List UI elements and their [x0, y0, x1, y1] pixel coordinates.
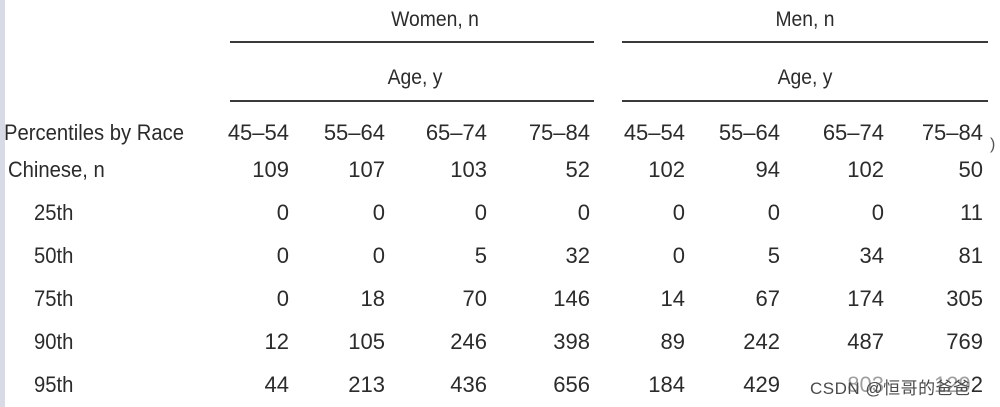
table-cell: 107 [348, 157, 385, 182]
women-age-rule [230, 100, 594, 102]
table-cell: 102 [648, 157, 685, 182]
table-cell: 44 [264, 372, 289, 397]
table-cell: 52 [565, 157, 590, 182]
table-cell: 32 [565, 243, 590, 268]
row-label: 50th [34, 243, 74, 268]
women-age-header: Age, y [387, 66, 443, 89]
table-cell: 70 [462, 286, 487, 311]
row-label: Chinese, n [8, 157, 105, 182]
table-cell: 398 [553, 329, 590, 354]
table-cell: 109 [252, 157, 289, 182]
row-label: 95th [34, 372, 74, 397]
table-cell: 436 [450, 372, 487, 397]
table-cell: 81 [958, 243, 983, 268]
table-cell: 18 [360, 286, 385, 311]
table-cell: 67 [755, 286, 780, 311]
table-cell: 0 [276, 243, 289, 268]
table-cell: 0 [672, 243, 685, 268]
table-cell: 146 [553, 286, 590, 311]
table-cell: 94 [755, 157, 780, 182]
age-column-header: 45–54 [227, 120, 289, 145]
table-cell: 242 [743, 329, 780, 354]
table-cell: 184 [648, 372, 685, 397]
age-column-header: 45–54 [623, 120, 685, 145]
age-column-header: 55–64 [718, 120, 780, 145]
table-cell: 0 [767, 200, 780, 225]
row-label: 25th [34, 200, 74, 225]
men-group-rule [622, 41, 988, 43]
men-age-rule [622, 100, 988, 102]
age-column-header: 75–84 [921, 120, 983, 145]
age-column-header: 65–74 [822, 120, 884, 145]
table-cell: 34 [859, 243, 884, 268]
table-cell: 105 [348, 329, 385, 354]
table-cell: 103 [450, 157, 487, 182]
table-cell: 0 [871, 200, 884, 225]
table-cell: 14 [660, 286, 685, 311]
men-age-header: Age, y [777, 66, 833, 89]
table-cell: 0 [474, 200, 487, 225]
row-label: 90th [34, 329, 74, 354]
table-cell: 50 [958, 157, 983, 182]
table-cell: 0 [672, 200, 685, 225]
table-cell: 102 [847, 157, 884, 182]
table-cell: 5 [474, 243, 487, 268]
table-cell: 246 [450, 329, 487, 354]
table-cell: 487 [847, 329, 884, 354]
table-cell: 0 [577, 200, 590, 225]
age-column-header: 55–64 [323, 120, 385, 145]
table-cell: 0 [372, 200, 385, 225]
left-edge-bar [0, 0, 5, 407]
corner-mark: ) [990, 136, 996, 153]
header-row-label: Percentiles by Race [4, 120, 185, 145]
age-column-header: 65–74 [425, 120, 487, 145]
men-group-header: Men, n [775, 8, 835, 31]
table-cell: 174 [847, 286, 884, 311]
women-group-header: Women, n [391, 8, 479, 31]
table-cell: 769 [946, 329, 983, 354]
table-cell: 0 [276, 286, 289, 311]
table-cell: 0 [276, 200, 289, 225]
table-cell: 0 [372, 243, 385, 268]
table-cell: 89 [660, 329, 685, 354]
table-cell: 305 [946, 286, 983, 311]
table-cell: 11 [960, 200, 983, 225]
age-column-header: 75–84 [528, 120, 590, 145]
table-cell: 656 [553, 372, 590, 397]
women-group-rule [230, 41, 594, 43]
table-cell: 5 [767, 243, 780, 268]
table-cell: 429 [743, 372, 780, 397]
table-cell: 12 [264, 329, 289, 354]
csdn-watermark: CSDN @恒哥的爸爸 [810, 374, 971, 399]
table-cell: 213 [348, 372, 385, 397]
row-label: 75th [34, 286, 74, 311]
